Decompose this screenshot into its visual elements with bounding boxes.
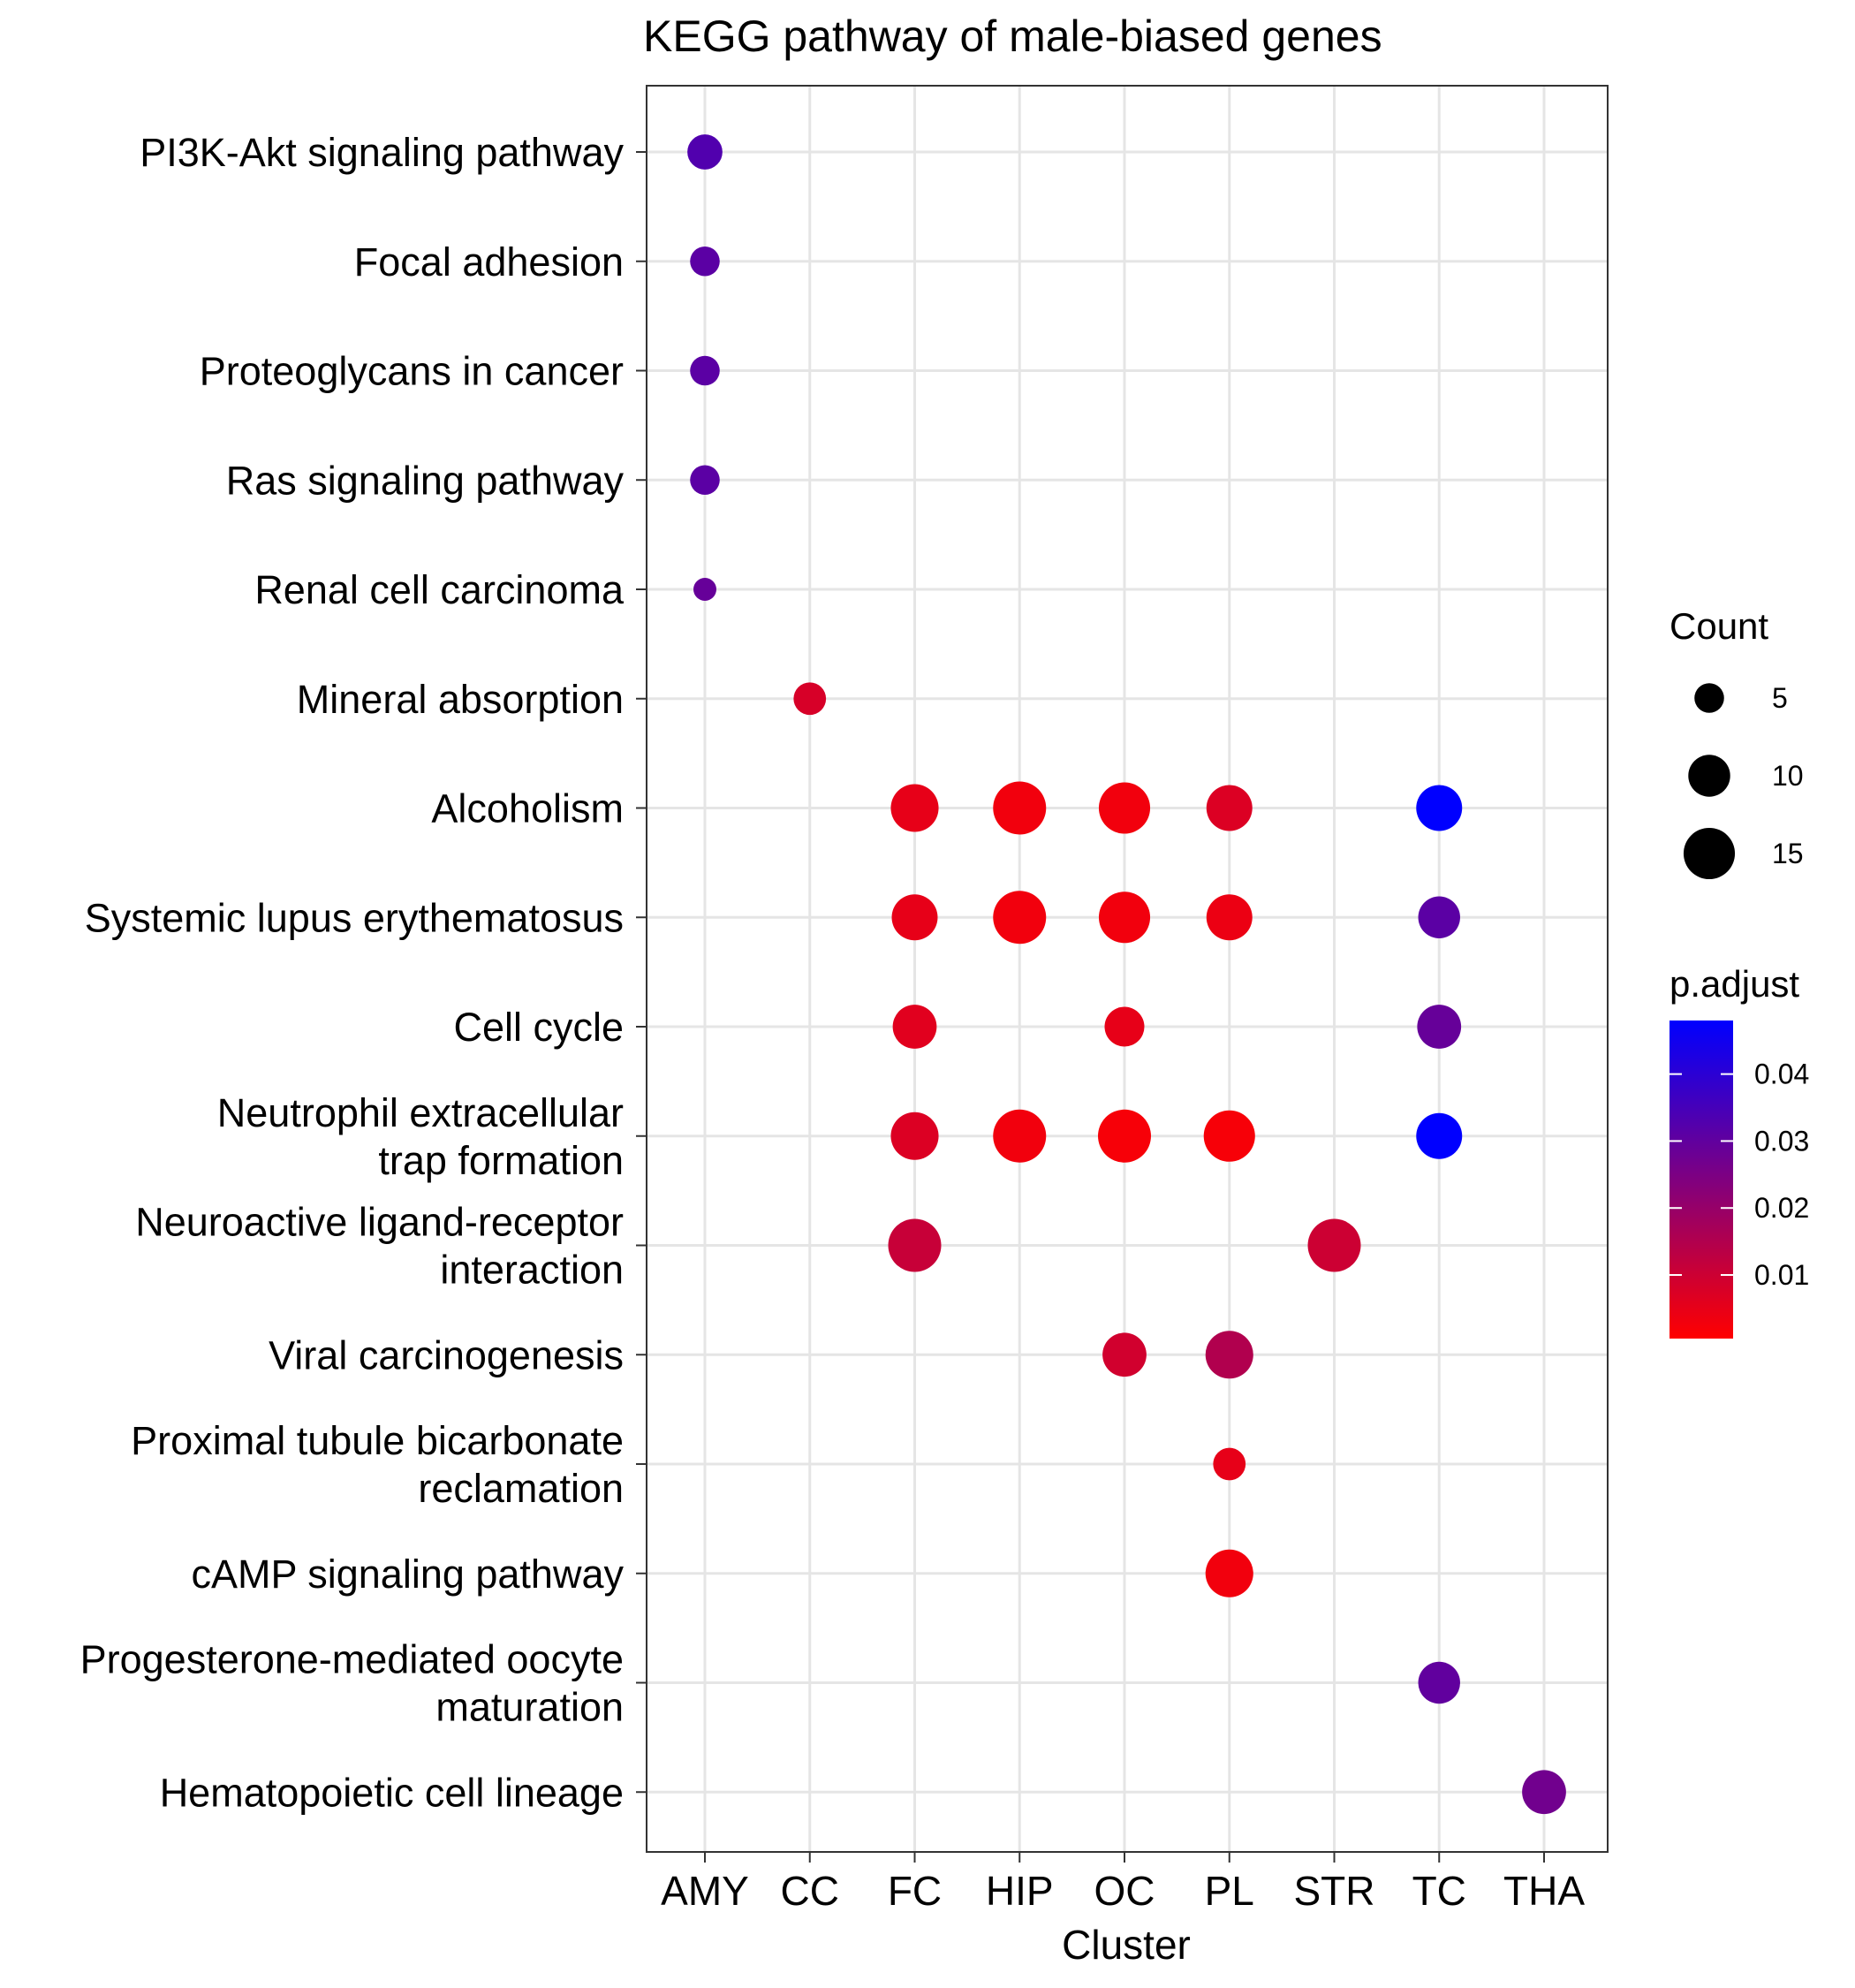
point-pl-neutrophil-extracellular-trap-formation <box>1203 1110 1255 1162</box>
y-tick-label-pi3k-akt-signaling-pathway: PI3K-Akt signaling pathway <box>140 130 624 175</box>
chart-title: KEGG pathway of male-biased genes <box>643 11 1382 61</box>
x-tick-label-str: STR <box>1294 1868 1375 1914</box>
y-tick-label-cell-cycle: Cell cycle <box>453 1005 624 1050</box>
x-tick-label-tha: THA <box>1503 1868 1585 1914</box>
point-amy-ras-signaling-pathway <box>690 465 720 496</box>
point-tc-alcoholism <box>1416 785 1463 831</box>
color-legend-label-2: 0.03 <box>1754 1125 1809 1157</box>
point-amy-proteoglycans-in-cancer <box>690 355 720 386</box>
color-legend-label-1: 0.02 <box>1754 1192 1809 1224</box>
point-tha-hematopoietic-cell-lineage <box>1522 1770 1566 1815</box>
y-tick-label-mineral-absorption: Mineral absorption <box>297 677 624 722</box>
point-amy-pi3k-akt-signaling-pathway <box>687 134 723 170</box>
y-tick-label-camp-signaling-pathway: cAMP signaling pathway <box>192 1552 625 1597</box>
point-tc-cell-cycle <box>1417 1005 1462 1049</box>
point-pl-proximal-tubule-bicarbonate-reclamation <box>1213 1447 1246 1481</box>
point-str-neuroactive-ligand-receptor-interaction <box>1307 1218 1361 1272</box>
point-pl-viral-carcinogenesis <box>1205 1331 1253 1379</box>
x-axis-title: Cluster <box>1062 1922 1191 1968</box>
point-amy-renal-cell-carcinoma <box>693 578 716 601</box>
point-fc-cell-cycle <box>892 1005 937 1049</box>
point-pl-systemic-lupus-erythematosus <box>1206 894 1253 941</box>
size-legend-title: Count <box>1670 605 1768 647</box>
color-legend-title: p.adjust <box>1670 963 1799 1005</box>
point-tc-systemic-lupus-erythematosus <box>1418 896 1460 938</box>
y-axis-labels: PI3K-Akt signaling pathway Focal adhesion… <box>80 130 647 1815</box>
point-oc-neutrophil-extracellular-trap-formation <box>1098 1109 1151 1163</box>
point-oc-alcoholism <box>1098 782 1151 834</box>
size-legend-key-15 <box>1683 827 1736 880</box>
color-legend-label-0: 0.01 <box>1754 1259 1809 1291</box>
x-tick-label-cc: CC <box>781 1868 839 1914</box>
y-tick-label-focal-adhesion: Focal adhesion <box>354 239 624 285</box>
color-legend-ticks: 0.01 0.02 0.03 0.04 <box>1670 1058 1809 1291</box>
size-legend-label-5: 5 <box>1772 682 1788 714</box>
point-hip-neutrophil-extracellular-trap-formation <box>993 1109 1047 1163</box>
point-fc-alcoholism <box>890 784 939 832</box>
color-legend-label-3: 0.04 <box>1754 1058 1809 1090</box>
y-tick-label-proximal-tubule-bicarbonate-reclamation: Proximal tubule bicarbonate reclamation <box>131 1418 624 1511</box>
data-points <box>687 134 1566 1815</box>
y-tick-label-alcoholism: Alcoholism <box>431 786 624 831</box>
point-oc-viral-carcinogenesis <box>1102 1332 1147 1377</box>
x-tick-label-hip: HIP <box>986 1868 1054 1914</box>
x-axis-labels: AMY CC FC HIP OC PL STR TC THA <box>661 1852 1585 1914</box>
color-legend: p.adjust 0.01 0.02 0.03 0.04 <box>1670 963 1809 1339</box>
size-legend-label-15: 15 <box>1772 838 1804 869</box>
y-tick-label-viral-carcinogenesis: Viral carcinogenesis <box>269 1332 624 1377</box>
point-cc-mineral-absorption <box>793 682 827 716</box>
size-legend-items: 5 10 15 <box>1683 682 1804 880</box>
y-tick-label-progesterone-mediated-oocyte-maturation: Progesterone-mediated oocyte maturation <box>80 1637 624 1730</box>
size-legend-key-5 <box>1694 683 1724 713</box>
point-fc-neutrophil-extracellular-trap-formation <box>890 1112 939 1160</box>
point-fc-systemic-lupus-erythematosus <box>891 894 938 941</box>
point-pl-alcoholism <box>1206 785 1253 831</box>
point-amy-focal-adhesion <box>690 246 720 277</box>
y-tick-label-ras-signaling-pathway: Ras signaling pathway <box>226 458 625 503</box>
point-hip-alcoholism <box>993 781 1047 835</box>
x-tick-label-oc: OC <box>1094 1868 1155 1914</box>
plot-panel-border <box>646 85 1609 1853</box>
size-legend-label-10: 10 <box>1772 760 1804 792</box>
size-legend: Count 5 10 15 <box>1670 605 1804 880</box>
point-pl-camp-signaling-pathway <box>1205 1549 1253 1597</box>
point-hip-systemic-lupus-erythematosus <box>993 891 1047 945</box>
x-tick-label-fc: FC <box>888 1868 942 1914</box>
point-tc-progesterone-mediated-oocyte-maturation <box>1418 1661 1460 1704</box>
color-legend-bar <box>1670 1021 1733 1339</box>
y-tick-label-neuroactive-ligand-receptor-interaction: Neuroactive ligand-receptor interaction <box>135 1200 624 1293</box>
y-tick-label-hematopoietic-cell-lineage: Hematopoietic cell lineage <box>160 1770 624 1815</box>
y-tick-label-neutrophil-extracellular-trap-formation: Neutrophil extracellular trap formation <box>217 1090 624 1183</box>
x-tick-label-pl: PL <box>1205 1868 1254 1914</box>
y-tick-label-proteoglycans-in-cancer: Proteoglycans in cancer <box>200 349 624 394</box>
x-tick-label-tc: TC <box>1412 1868 1466 1914</box>
point-fc-neuroactive-ligand-receptor-interaction <box>888 1218 942 1272</box>
grid-lines <box>647 86 1608 1852</box>
point-tc-neutrophil-extracellular-trap-formation <box>1416 1112 1463 1159</box>
point-oc-systemic-lupus-erythematosus <box>1098 892 1151 944</box>
y-tick-label-systemic-lupus-erythematosus: Systemic lupus erythematosus <box>85 895 624 940</box>
x-tick-label-amy: AMY <box>661 1868 749 1914</box>
y-tick-label-renal-cell-carcinoma: Renal cell carcinoma <box>254 567 625 612</box>
point-oc-cell-cycle <box>1104 1006 1145 1047</box>
size-legend-key-10 <box>1688 755 1730 797</box>
